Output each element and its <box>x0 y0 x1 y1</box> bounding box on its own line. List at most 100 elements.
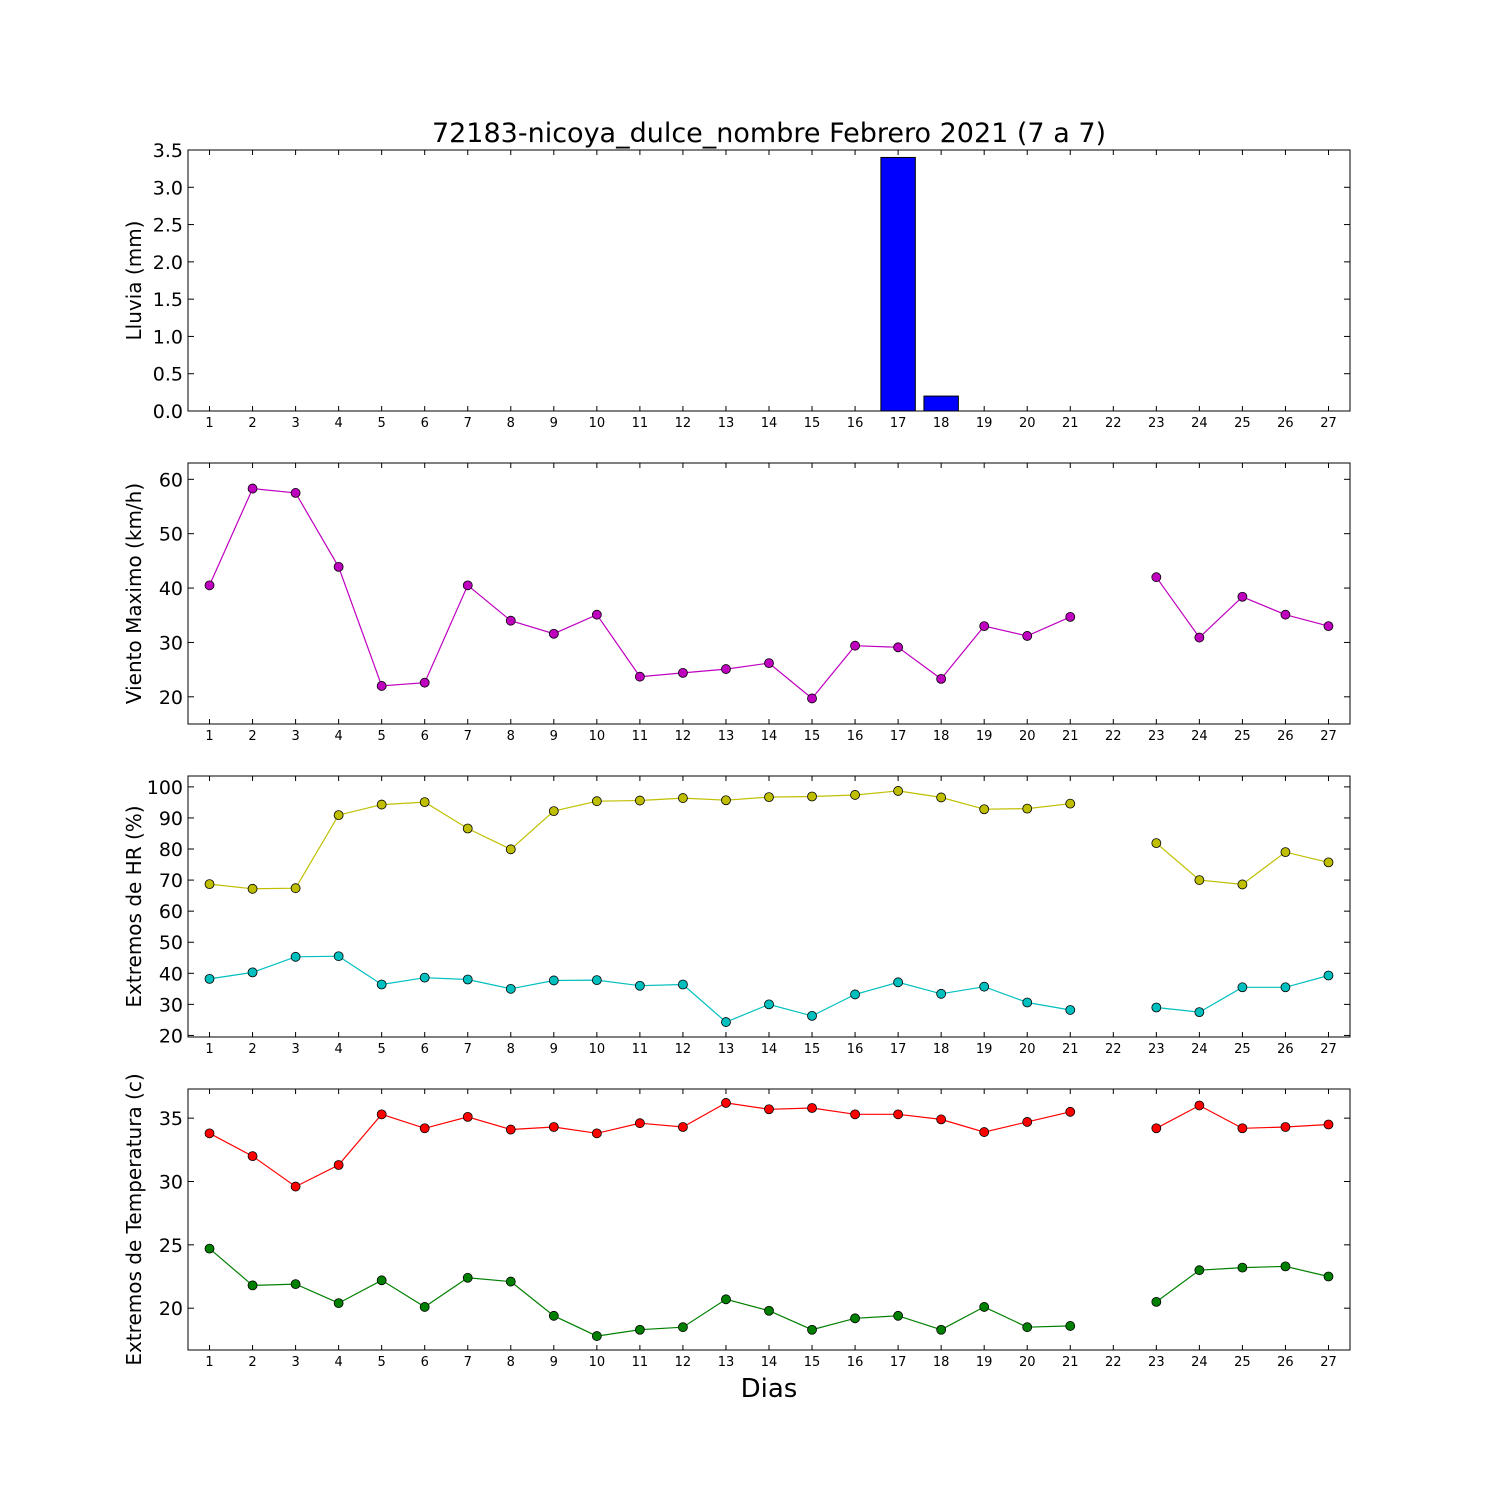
y-tick-label: 80 <box>159 839 183 861</box>
x-tick-label: 1 <box>205 729 213 744</box>
x-tick-label: 7 <box>464 416 472 431</box>
x-tick-label: 1 <box>205 416 213 431</box>
x-tick-label: 26 <box>1277 729 1294 744</box>
data-point <box>376 979 387 990</box>
y-tick-label: 100 <box>147 777 183 799</box>
data-point <box>1280 1261 1291 1272</box>
x-tick-label: 17 <box>890 1355 907 1370</box>
plot-frame <box>187 775 1351 1038</box>
data-point <box>290 488 301 498</box>
x-tick-label: 23 <box>1148 1355 1165 1370</box>
data-point <box>1194 1100 1205 1111</box>
bar <box>923 395 959 412</box>
data-point <box>1022 1117 1033 1127</box>
y-axis-label: Viento Maximo (km/h) <box>122 483 146 704</box>
x-tick-label: 16 <box>847 1355 864 1370</box>
x-tick-label: 24 <box>1191 729 1208 744</box>
x-tick-label: 2 <box>248 729 256 744</box>
x-tick-label: 8 <box>507 729 515 744</box>
y-axis-label: Lluvia (mm) <box>122 221 146 341</box>
data-point <box>462 580 473 591</box>
data-point <box>591 1331 602 1341</box>
x-tick-label: 9 <box>550 729 558 744</box>
x-tick-label: 3 <box>291 1042 299 1057</box>
x-tick-label: 10 <box>589 1355 606 1370</box>
x-tick-label: 4 <box>334 416 342 431</box>
data-point <box>1151 1123 1162 1134</box>
y-axis-label: Extremos de Temperatura (c) <box>122 1073 146 1365</box>
data-point <box>505 1276 516 1287</box>
x-tick-label: 7 <box>464 729 472 744</box>
data-point <box>893 642 904 653</box>
x-tick-label: 14 <box>761 1042 778 1057</box>
y-tick-label: 2.0 <box>153 252 183 274</box>
data-point <box>591 796 602 807</box>
y-axis-label: Extremos de HR (%) <box>122 805 146 1007</box>
plot-frame <box>187 462 1351 725</box>
x-tick-label: 11 <box>632 416 649 431</box>
x-tick-label: 16 <box>847 416 864 431</box>
data-point <box>204 1243 215 1254</box>
x-tick-label: 15 <box>804 729 821 744</box>
data-point <box>678 1122 688 1132</box>
x-tick-label: 24 <box>1191 416 1208 431</box>
y-tick-label: 50 <box>159 524 183 546</box>
data-point <box>1065 1106 1076 1117</box>
y-tick-label: 20 <box>159 687 183 709</box>
x-tick-label: 26 <box>1277 416 1294 431</box>
series-line <box>1155 842 1329 886</box>
x-tick-label: 22 <box>1105 416 1122 431</box>
data-point <box>936 988 947 999</box>
series-line <box>209 790 1071 890</box>
data-point <box>462 823 473 834</box>
data-point <box>893 786 904 796</box>
x-tick-label: 5 <box>378 416 386 431</box>
data-point <box>764 792 774 803</box>
y-tick-label: 25 <box>159 1235 183 1257</box>
x-tick-label: 4 <box>334 1042 342 1057</box>
x-tick-label: 17 <box>890 416 907 431</box>
data-point <box>764 999 774 1010</box>
data-point <box>290 1279 301 1290</box>
data-point <box>807 1010 817 1021</box>
x-tick-label: 25 <box>1234 729 1251 744</box>
data-point <box>850 989 860 1000</box>
data-point <box>893 1109 904 1120</box>
data-point <box>1194 875 1205 885</box>
data-point <box>505 844 516 855</box>
series-line <box>209 1248 1071 1337</box>
data-point <box>1194 632 1205 643</box>
x-tick-label: 15 <box>804 416 821 431</box>
y-tick-label: 0.0 <box>153 401 183 423</box>
x-tick-label: 1 <box>205 1042 213 1057</box>
x-tick-label: 6 <box>421 1355 429 1370</box>
x-tick-label: 12 <box>675 1355 692 1370</box>
x-tick-label: 22 <box>1105 729 1122 744</box>
data-point <box>936 673 947 684</box>
y-tick-label: 0.5 <box>153 364 183 386</box>
x-tick-label: 27 <box>1320 416 1337 431</box>
x-tick-label: 17 <box>890 729 907 744</box>
data-point <box>1151 1296 1162 1307</box>
data-point <box>1280 1122 1291 1132</box>
data-point <box>591 609 602 620</box>
data-point <box>1022 631 1033 641</box>
x-tick-label: 20 <box>1019 416 1036 431</box>
x-tick-label: 6 <box>421 729 429 744</box>
data-point <box>204 580 215 591</box>
x-tick-label: 2 <box>248 1355 256 1370</box>
data-point <box>1323 1271 1334 1282</box>
series-line <box>208 487 1071 700</box>
data-point <box>548 628 559 639</box>
data-point <box>721 1017 731 1027</box>
data-point <box>204 879 215 890</box>
data-point <box>721 664 731 674</box>
y-tick-label: 20 <box>159 1025 183 1047</box>
chart-title: 72183-nicoya_dulce_nombre Febrero 2021 (… <box>432 118 1106 149</box>
data-point <box>850 790 860 800</box>
data-point <box>376 1275 387 1286</box>
data-point <box>634 1324 645 1335</box>
data-point <box>634 671 645 682</box>
x-tick-label: 23 <box>1148 416 1165 431</box>
